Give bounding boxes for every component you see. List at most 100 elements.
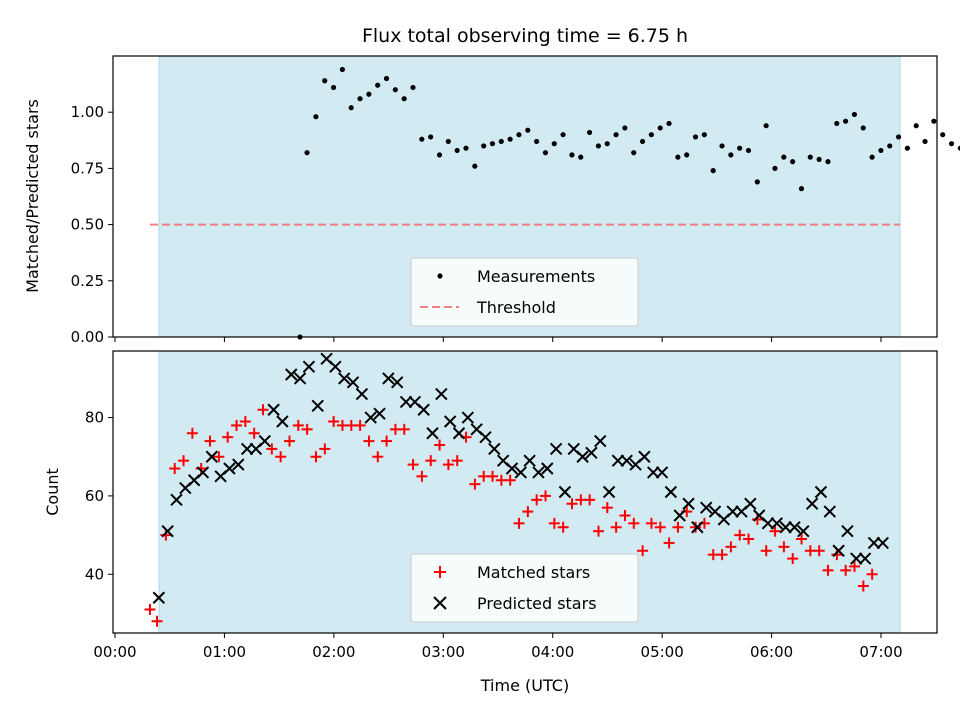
measurement-point-47 <box>710 168 716 174</box>
matched-stars-points <box>144 404 878 627</box>
predicted-star-point-8 <box>223 462 236 475</box>
matched-star-point-80 <box>849 560 861 572</box>
matched-star-point-45 <box>540 490 552 502</box>
matched-star-point-71 <box>769 525 781 537</box>
matched-star-point-51 <box>592 525 604 537</box>
matched-star-point-48 <box>566 498 578 510</box>
measurement-point-5 <box>339 66 345 73</box>
matched-star-point-11 <box>239 416 251 427</box>
predicted-star-point-32 <box>435 387 448 401</box>
predicted-star-point-77 <box>832 544 845 557</box>
measurement-point-28 <box>542 150 549 156</box>
matched-star-point-74 <box>796 533 808 545</box>
measurement-point-1 <box>304 150 310 156</box>
predicted-star-point-52 <box>611 454 625 467</box>
matched-star-point-70 <box>760 545 772 557</box>
measurement-point-21 <box>481 143 487 149</box>
predicted-star-point-74 <box>805 497 819 510</box>
predicted-star-point-60 <box>682 497 695 510</box>
measurement-point-63 <box>851 111 858 118</box>
matched-star-point-47 <box>557 521 569 533</box>
measurement-point-36 <box>613 132 619 138</box>
predicted-star-point-44 <box>541 462 554 475</box>
matched-star-point-13 <box>257 404 269 416</box>
matched-star-point-43 <box>522 506 534 518</box>
measurement-point-17 <box>445 138 451 145</box>
predicted-star-point-82 <box>876 536 889 550</box>
measurement-point-45 <box>692 134 699 140</box>
measurement-point-37 <box>622 125 628 131</box>
predicted-star-point-78 <box>841 524 854 538</box>
measurement-point-75 <box>957 145 960 151</box>
measurement-point-67 <box>887 143 893 149</box>
predicted-star-point-69 <box>761 517 775 530</box>
predicted-star-point-42 <box>523 454 536 467</box>
matched-star-point-14 <box>266 443 278 455</box>
measurement-point-24 <box>507 136 513 142</box>
matched-star-point-69 <box>751 513 763 525</box>
measurement-point-46 <box>701 132 707 138</box>
matched-star-point-10 <box>231 419 243 431</box>
measurement-point-44 <box>684 152 690 158</box>
ratio-y-tick-label-0: 0.00 <box>71 328 104 346</box>
matched-star-point-66 <box>725 541 737 553</box>
predicted-star-point-67 <box>744 497 757 510</box>
measurement-point-56 <box>790 159 796 165</box>
predicted-star-point-37 <box>479 430 492 444</box>
matched-star-point-42 <box>513 517 525 529</box>
matched-star-point-67 <box>734 529 746 541</box>
matched-star-point-53 <box>610 521 622 533</box>
predicted-star-point-75 <box>814 485 828 499</box>
measurement-point-23 <box>498 138 504 145</box>
predicted-star-point-27 <box>390 376 404 389</box>
matched-star-point-18 <box>301 423 313 435</box>
predicted-stars-points <box>152 352 889 604</box>
predicted-star-point-73 <box>797 524 810 538</box>
ratio-y-axis-label: Matched/Predicted stars <box>23 99 42 293</box>
matched-star-point-81 <box>857 580 869 592</box>
matched-star-point-29 <box>398 423 410 435</box>
matched-star-point-37 <box>469 478 481 490</box>
predicted-star-point-12 <box>258 434 271 448</box>
predicted-star-point-17 <box>302 360 316 373</box>
measurement-point-20 <box>472 163 478 169</box>
counts-legend: Matched stars Predicted stars <box>410 553 639 623</box>
matched-star-point-30 <box>407 459 419 471</box>
counts-legend-box <box>410 553 639 623</box>
predicted-star-point-50 <box>594 434 607 448</box>
measurement-point-33 <box>586 129 593 136</box>
predicted-star-point-76 <box>823 505 837 518</box>
matched-star-point-31 <box>416 470 428 482</box>
measurement-point-32 <box>578 154 584 160</box>
measurement-point-12 <box>401 96 407 102</box>
counts-x-tick-label-1: 01:00 <box>203 643 246 661</box>
predicted-star-point-16 <box>293 372 307 385</box>
measurement-point-60 <box>825 159 831 165</box>
predicted-star-point-23 <box>355 387 369 401</box>
measurement-point-15 <box>428 134 434 140</box>
measurement-point-11 <box>392 87 398 93</box>
matched-star-point-62 <box>690 521 702 533</box>
legend-matched-marker <box>434 566 446 578</box>
matched-star-point-46 <box>548 517 560 529</box>
predicted-star-point-6 <box>205 450 219 463</box>
matched-star-point-24 <box>354 419 366 431</box>
measurement-point-51 <box>745 147 752 154</box>
matched-star-point-27 <box>381 435 393 447</box>
ratio-legend: Measurements Threshold <box>410 257 639 327</box>
measurement-point-35 <box>604 141 610 147</box>
measurement-point-61 <box>834 120 840 127</box>
counts-y-ticks: 40 60 80 <box>85 409 113 583</box>
legend-threshold-label: Threshold <box>476 298 556 317</box>
measurement-points <box>297 66 960 340</box>
predicted-star-point-35 <box>461 411 475 424</box>
predicted-star-point-41 <box>514 466 528 479</box>
matched-star-point-76 <box>813 545 825 557</box>
matched-star-point-41 <box>504 474 516 486</box>
measurement-point-70 <box>913 123 919 129</box>
predicted-star-point-71 <box>779 521 792 534</box>
ratio-chart-title: Flux total observing time = 6.75 h <box>362 25 688 47</box>
matched-star-point-4 <box>178 455 190 467</box>
predicted-star-point-59 <box>673 509 686 522</box>
matched-star-point-60 <box>672 521 684 533</box>
